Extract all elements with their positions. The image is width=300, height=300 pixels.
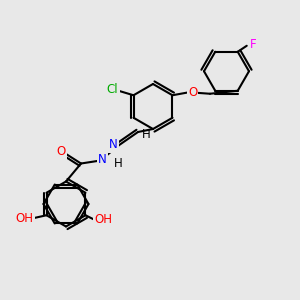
Text: Cl: Cl	[107, 83, 118, 96]
Text: F: F	[249, 38, 256, 51]
Text: OH: OH	[16, 212, 34, 225]
Text: N: N	[109, 138, 118, 152]
Text: OH: OH	[94, 213, 112, 226]
Text: O: O	[188, 86, 197, 99]
Text: H: H	[142, 128, 150, 141]
Text: O: O	[56, 145, 65, 158]
Text: H: H	[114, 157, 123, 170]
Text: N: N	[98, 152, 107, 166]
